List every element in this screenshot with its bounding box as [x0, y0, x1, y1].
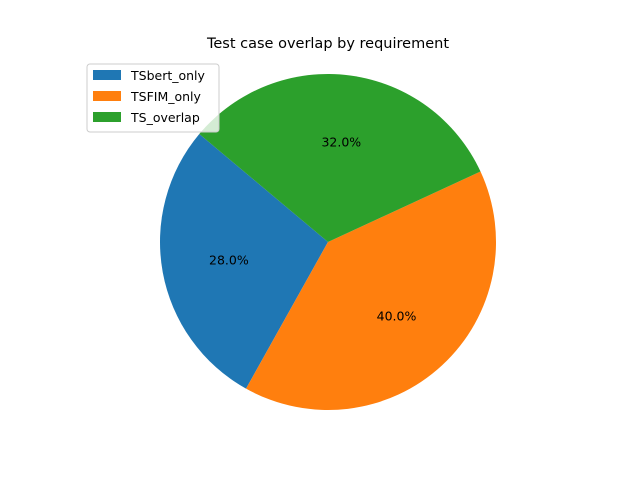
chart-title: Test case overlap by requirement [206, 36, 449, 52]
pie-slices [159, 73, 497, 411]
pie-slice-tsbert-only [159, 134, 328, 389]
pie-slice-tsfim-only [246, 171, 497, 411]
legend-label-tsfim-only: TSFIM_only [130, 89, 202, 104]
pie-slice-ts-overlap [199, 73, 481, 242]
slice-label-tsfim-only: 40.0% [377, 309, 417, 324]
legend-label-tsbert-only: TSbert_only [130, 68, 206, 83]
legend-swatch-tsfim-only [93, 91, 121, 101]
legend-swatch-tsbert-only [93, 70, 121, 80]
legend-label-ts-overlap: TS_overlap [130, 110, 200, 125]
slice-label-ts-overlap: 32.0% [321, 135, 361, 150]
slice-label-tsbert-only: 28.0% [209, 253, 249, 268]
legend: TSbert_only TSFIM_only TS_overlap [86, 63, 220, 133]
legend-swatch-ts-overlap [93, 112, 121, 122]
slice-labels: 28.0% 40.0% 32.0% [209, 135, 416, 324]
